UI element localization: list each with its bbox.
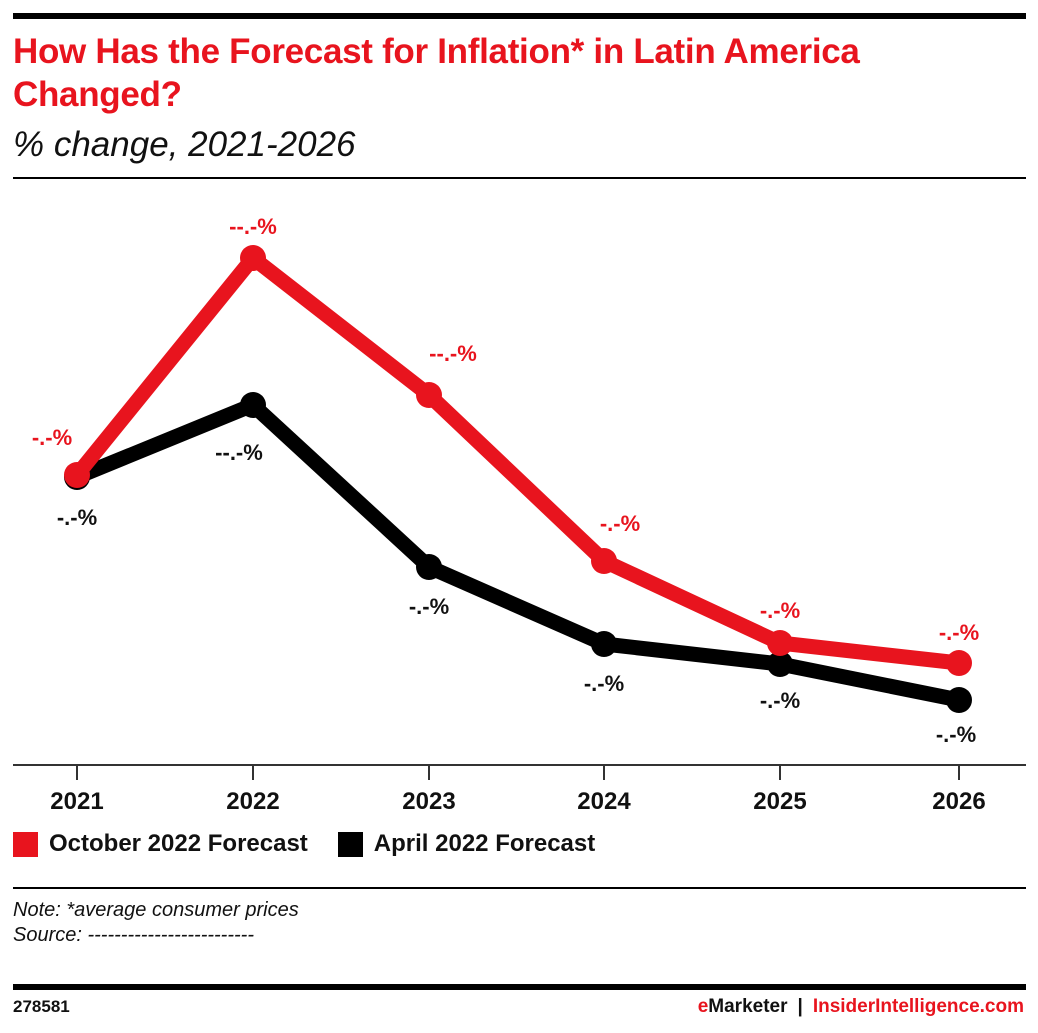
april-value-label: -.-% (760, 688, 800, 713)
data-point-marker (767, 630, 793, 656)
data-point-marker (946, 650, 972, 676)
source-text: Source: ------------------------- (13, 924, 254, 946)
chart-subtitle: % change, 2021-2026 (13, 125, 356, 164)
chart-id: 278581 (13, 997, 70, 1016)
x-tick-label: 2024 (577, 788, 631, 815)
chart-title: How Has the Forecast for Inflation* in L… (13, 32, 860, 114)
note-divider (13, 887, 1026, 889)
note-text: Note: *average consumer prices (13, 899, 299, 921)
red-swatch-icon (13, 831, 38, 857)
legend-label: April 2022 Forecast (373, 830, 596, 857)
data-point-marker (416, 554, 442, 580)
data-labels: -.-% --.-% --.-% -.-% -.-% -.-% -.-% --.-% -.-% -… (32, 214, 979, 747)
x-tick-label: 2026 (932, 788, 985, 815)
brand-site-link[interactable]: InsiderIntelligence.com (812, 996, 1024, 1017)
black-swatch-icon (337, 831, 363, 857)
notes: Note: *average consumer prices Source: -… (13, 898, 299, 948)
legend-item-october-2022: October 2022 Forecast (13, 830, 308, 858)
series-lines (64, 245, 972, 713)
april-forecast-line (74, 397, 961, 708)
october-value-label: --.-% (229, 214, 277, 239)
data-point-marker (591, 548, 617, 574)
legend: October 2022 Forecast April 2022 Forecas… (13, 830, 625, 858)
x-tick-label: 2021 (50, 788, 103, 815)
legend-item-april-2022: April 2022 Forecast (337, 830, 596, 858)
october-value-label: -.-% (600, 511, 640, 536)
data-point-marker (946, 687, 972, 713)
line-chart: 2021 2022 2023 2024 2025 2026 -.-%--.-%--.-%-… (13, 214, 1026, 815)
brand-separator: | (797, 996, 803, 1017)
october-value-label: -.-% (32, 425, 72, 450)
october-forecast-line (71, 250, 960, 671)
footer-rule (13, 984, 1026, 990)
data-point-marker (240, 245, 266, 271)
brand-e: e (697, 996, 709, 1017)
brand: eMarketer | InsiderIntelligence.com (698, 996, 1024, 1018)
x-tick-label: 2022 (226, 788, 279, 815)
x-tick-label: 2025 (753, 788, 806, 815)
october-value-label: --.-% (429, 341, 477, 366)
april-value-label: -.-% (57, 505, 97, 530)
brand-name: Marketer (708, 996, 788, 1017)
data-point-marker (240, 392, 266, 418)
april-value-label: --.-% (215, 440, 263, 465)
header-divider (13, 177, 1026, 179)
data-point-marker (767, 651, 793, 677)
legend-label: October 2022 Forecast (49, 830, 308, 857)
april-value-label: -.-% (409, 594, 449, 619)
data-point-marker (64, 462, 90, 488)
data-point-marker (416, 382, 442, 408)
april-value-label: -.-% (936, 722, 976, 747)
data-point-marker (591, 631, 617, 657)
x-tick-label: 2023 (402, 788, 455, 815)
x-axis: 2021 2022 2023 2024 2025 2026 (13, 764, 1026, 815)
october-value-label: -.-% (939, 620, 979, 645)
top-rule (13, 13, 1026, 19)
april-value-label: -.-% (584, 671, 624, 696)
october-value-label: -.-% (760, 598, 800, 623)
